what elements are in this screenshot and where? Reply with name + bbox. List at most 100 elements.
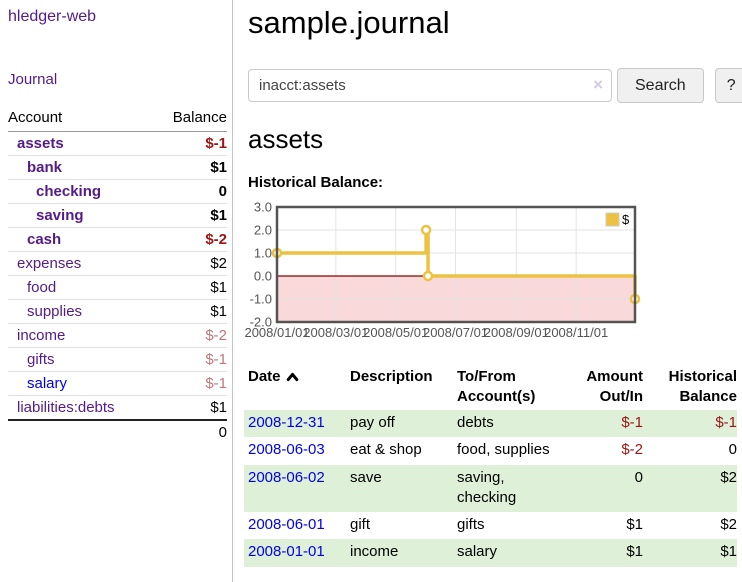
transaction-description: income [350, 543, 399, 561]
account-balance: 0 [153, 179, 227, 204]
register-header-accounts: To/From Account(s) [457, 368, 536, 405]
account-link-income[interactable]: income [17, 327, 66, 344]
account-link-gifts[interactable]: gifts [27, 351, 55, 368]
y-tick-label: 0.0 [254, 269, 272, 284]
table-row: 2008-06-01 gift gifts $1 $2 [244, 512, 737, 539]
register-header-amount: Amount Out/In [586, 368, 643, 405]
account-balance: $1 [153, 275, 227, 300]
help-button[interactable]: ? [714, 68, 742, 103]
register-header-row: Date Description To/From Account(s) Amou… [244, 364, 737, 410]
account-link-food[interactable]: food [27, 279, 57, 296]
search-input[interactable] [248, 69, 612, 102]
account-link-expenses[interactable]: expenses [17, 255, 82, 272]
x-tick-label: 2008/11/01 [544, 325, 608, 340]
accounts-total-value: 0 [153, 419, 227, 444]
transaction-balance: $2 [720, 468, 737, 486]
transaction-date-link[interactable]: 2008-06-01 [248, 516, 325, 533]
account-link-liabilities-debts[interactable]: liabilities:debts [17, 399, 115, 416]
x-tick-label: 2008/07/01 [423, 325, 488, 340]
y-tick-label: -1.0 [250, 292, 272, 307]
chart-section-label: Historical Balance: [248, 174, 384, 191]
account-link-bank[interactable]: bank [27, 159, 63, 176]
register-body: 2008-12-31 pay off debts $-1 $-1 2008-06-03 ea… [244, 410, 737, 567]
account-link-saving[interactable]: saving [36, 207, 84, 224]
transaction-description: eat & shop [350, 441, 422, 459]
x-tick-label: 2008/09/01 [484, 325, 549, 340]
search-form: × Search ? [248, 68, 742, 103]
y-tick-label: 1.0 [254, 246, 272, 261]
table-row: 2008-06-03 eat & shop food, supplies $-2 0 [244, 437, 737, 464]
account-link-checking[interactable]: checking [36, 183, 102, 200]
transaction-accounts: debts [457, 414, 494, 431]
account-link-assets[interactable]: assets [17, 135, 64, 152]
chart-container: 3.0 2.0 1.0 0.0 -1.0 -2.0 2008/01/01 2008/03/01… [244, 200, 742, 351]
transaction-date-link[interactable]: 2008-06-03 [248, 441, 325, 459]
transaction-date-link[interactable]: 2008-12-31 [248, 414, 325, 431]
sidebar-item-journal[interactable]: Journal [8, 71, 58, 88]
account-link-supplies[interactable]: supplies [27, 303, 83, 320]
accounts-body: assets $-1 bank $1 checking 0 saving $1 cash $-2 e… [8, 132, 227, 420]
account-balance: $-2 [153, 227, 227, 252]
y-tick-label: -2.0 [250, 315, 272, 330]
transaction-amount: 0 [634, 468, 643, 486]
account-balance: $1 [153, 203, 227, 228]
accounts-header-account: Account [8, 107, 154, 132]
accounts-header-balance: Balance [153, 107, 227, 132]
transaction-balance: $-1 [715, 414, 737, 431]
clear-search-icon[interactable]: × [593, 75, 603, 94]
transaction-amount: $-1 [621, 414, 643, 431]
accounts-total-row: 0 [8, 419, 227, 444]
account-balance: $2 [153, 251, 227, 276]
transaction-amount: $-2 [621, 441, 643, 459]
accounts-table: Account Balance assets $-1 bank $1 checking 0… [8, 107, 227, 444]
register-header-balance: Historical Balance [668, 368, 737, 405]
transaction-description: save [350, 468, 382, 486]
sidebar: hledger-web Journal Account Balance asse… [0, 0, 233, 582]
register-header-date[interactable]: Date [244, 364, 346, 410]
account-row: gifts $-1 [8, 347, 227, 372]
historical-balance-chart[interactable]: 3.0 2.0 1.0 0.0 -1.0 -2.02008/01/012008/03/01… [244, 200, 650, 351]
data-point [420, 224, 432, 236]
transaction-description: pay off [350, 414, 395, 431]
transaction-accounts: gifts [457, 516, 485, 533]
register-table: Date Description To/From Account(s) Amou… [244, 364, 737, 567]
account-balance: $-2 [153, 323, 227, 348]
account-balance: $1 [153, 299, 227, 324]
account-row: checking 0 [8, 179, 227, 204]
transaction-accounts: salary [457, 543, 498, 561]
transaction-balance: $2 [720, 516, 737, 533]
account-row: cash $-2 [8, 227, 227, 252]
x-tick-label: 2008/05/01 [363, 325, 428, 340]
register-header-description: Description [350, 368, 433, 385]
sort-asc-icon [286, 372, 298, 382]
brand-link[interactable]: hledger-web [8, 8, 97, 25]
account-balance: $-1 [153, 371, 227, 396]
transaction-balance: 0 [728, 441, 737, 459]
data-point [422, 270, 434, 282]
account-balance: $1 [153, 155, 227, 180]
account-heading: assets [248, 124, 324, 154]
y-tick-label: 2.0 [254, 223, 272, 238]
legend-label: $ [622, 212, 630, 227]
main-content: sample.journal × Search ? assets Histori… [233, 0, 742, 582]
account-row: income $-2 [8, 323, 227, 348]
transaction-description: gift [350, 516, 371, 533]
account-row: supplies $1 [8, 299, 227, 324]
account-link-salary[interactable]: salary [27, 375, 68, 392]
transaction-date-link[interactable]: 2008-01-01 [248, 543, 325, 561]
account-balance: $-1 [153, 347, 227, 372]
account-row: salary $-1 [8, 371, 227, 396]
x-tick-label: 2008/03/01 [303, 325, 368, 340]
account-row: saving $1 [8, 203, 227, 228]
x-tick-label: 2008/01/01 [244, 325, 309, 340]
transaction-date-link[interactable]: 2008-06-02 [248, 468, 325, 486]
account-link-cash[interactable]: cash [27, 231, 62, 248]
account-balance: $-1 [205, 135, 227, 152]
account-row: expenses $2 [8, 251, 227, 276]
chart-border [275, 205, 637, 324]
transaction-amount: $1 [626, 516, 643, 533]
transaction-amount: $1 [626, 543, 643, 561]
legend-swatch [605, 212, 620, 227]
search-button[interactable]: Search [617, 68, 704, 103]
